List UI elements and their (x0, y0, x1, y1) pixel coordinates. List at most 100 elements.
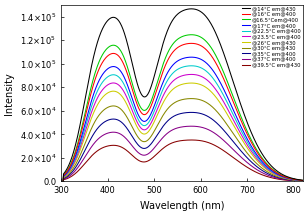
@23.5°C em@400 (136, 121, 139, 124)
@22.5°C em@400 (136, 117, 139, 119)
@35°C em@400 (136, 143, 139, 146)
@39.5°C em@430 (59, 180, 63, 183)
@35°C em@400 (127, 130, 131, 133)
Line: @30°C em@430: @30°C em@430 (61, 99, 303, 181)
@26°C em@430 (59, 180, 63, 183)
@17°C em@400 (119, 69, 122, 72)
@17°C em@400 (127, 89, 131, 91)
@30°C em@430 (278, 176, 281, 178)
@16.5°Cem@400 (119, 49, 122, 51)
@16°C em@400 (278, 173, 281, 176)
@16°C em@400 (218, 70, 222, 73)
@39.5°C em@430 (278, 178, 281, 181)
@22.5°C em@400 (248, 145, 251, 147)
@39.5°C em@430 (127, 151, 131, 154)
@16.5°Cem@400 (301, 179, 305, 182)
@39.5°C em@430 (218, 147, 222, 150)
@23.5°C em@400 (127, 102, 131, 104)
@26°C em@430 (127, 108, 131, 111)
@26°C em@430 (218, 102, 222, 104)
@22.5°C em@400 (119, 77, 122, 80)
X-axis label: Wavelength (nm): Wavelength (nm) (140, 201, 224, 211)
Y-axis label: Intensity: Intensity (4, 72, 14, 115)
@23.5°C em@400 (218, 95, 222, 97)
@35°C em@400 (190, 111, 193, 114)
@16°C em@400 (59, 180, 63, 183)
@14°C em@430 (119, 22, 122, 25)
@35°C em@400 (301, 180, 305, 182)
@17°C em@400 (136, 112, 139, 114)
@30°C em@430 (301, 180, 305, 182)
@26°C em@430 (301, 180, 305, 182)
@37°C em@400 (278, 177, 281, 180)
@23.5°C em@400 (278, 175, 281, 177)
@22.5°C em@400 (127, 95, 131, 98)
Line: @17°C em@400: @17°C em@400 (61, 57, 303, 181)
@16°C em@400 (136, 104, 139, 107)
@16.5°Cem@400 (248, 135, 251, 138)
@30°C em@430 (136, 135, 139, 138)
@23.5°C em@400 (190, 73, 193, 76)
Line: @35°C em@400: @35°C em@400 (61, 112, 303, 181)
Line: @22.5°C em@400: @22.5°C em@400 (61, 66, 303, 181)
@30°C em@430 (248, 155, 251, 157)
@16°C em@400 (190, 42, 193, 45)
@30°C em@430 (119, 107, 122, 110)
@14°C em@430 (218, 43, 222, 45)
@37°C em@400 (59, 180, 63, 183)
@14°C em@430 (278, 171, 281, 174)
@30°C em@430 (218, 114, 222, 117)
Line: @16.5°Cem@400: @16.5°Cem@400 (61, 35, 303, 181)
@37°C em@400 (218, 136, 222, 139)
@17°C em@400 (218, 81, 222, 84)
@26°C em@430 (136, 126, 139, 129)
Line: @37°C em@400: @37°C em@400 (61, 126, 303, 181)
@17°C em@400 (248, 142, 251, 144)
@39.5°C em@430 (301, 180, 305, 182)
@16.5°Cem@400 (190, 34, 193, 36)
@17°C em@400 (59, 180, 63, 183)
@30°C em@430 (127, 120, 131, 123)
@14°C em@430 (190, 8, 193, 10)
@35°C em@400 (218, 125, 222, 128)
@17°C em@400 (301, 179, 305, 182)
@17°C em@400 (278, 174, 281, 176)
@26°C em@430 (119, 93, 122, 96)
Line: @39.5°C em@430: @39.5°C em@430 (61, 140, 303, 181)
@35°C em@400 (119, 120, 122, 123)
@16.5°Cem@400 (127, 72, 131, 74)
@39.5°C em@430 (136, 158, 139, 161)
@22.5°C em@400 (190, 64, 193, 67)
@16.5°Cem@400 (218, 63, 222, 66)
@26°C em@430 (190, 82, 193, 84)
@26°C em@430 (278, 175, 281, 178)
@16.5°Cem@400 (136, 99, 139, 102)
@23.5°C em@400 (301, 179, 305, 182)
@22.5°C em@400 (59, 180, 63, 183)
@35°C em@400 (59, 180, 63, 183)
@14°C em@430 (59, 180, 63, 183)
@16.5°Cem@400 (59, 180, 63, 183)
@14°C em@430 (301, 179, 305, 181)
@14°C em@430 (127, 49, 131, 52)
@37°C em@400 (119, 133, 122, 135)
@23.5°C em@400 (248, 147, 251, 150)
Line: @26°C em@430: @26°C em@430 (61, 83, 303, 181)
@39.5°C em@430 (190, 139, 193, 141)
@30°C em@430 (59, 180, 63, 183)
@35°C em@400 (278, 177, 281, 179)
@30°C em@430 (190, 97, 193, 100)
@23.5°C em@400 (59, 180, 63, 183)
@16°C em@400 (127, 78, 131, 81)
Line: @16°C em@400: @16°C em@400 (61, 43, 303, 181)
@22.5°C em@400 (218, 88, 222, 91)
@26°C em@430 (248, 150, 251, 152)
Line: @14°C em@430: @14°C em@430 (61, 9, 303, 181)
@37°C em@400 (136, 151, 139, 153)
@37°C em@400 (248, 163, 251, 166)
Line: @23.5°C em@400: @23.5°C em@400 (61, 74, 303, 181)
Legend: @14°C em@430, @16°C em@400, @16.5°Cem@400, @17°C em@400, @22.5°C em@400, @23.5°C: @14°C em@430, @16°C em@400, @16.5°Cem@40… (240, 4, 303, 69)
@16.5°Cem@400 (278, 173, 281, 175)
@14°C em@430 (136, 83, 139, 86)
@22.5°C em@400 (301, 179, 305, 182)
